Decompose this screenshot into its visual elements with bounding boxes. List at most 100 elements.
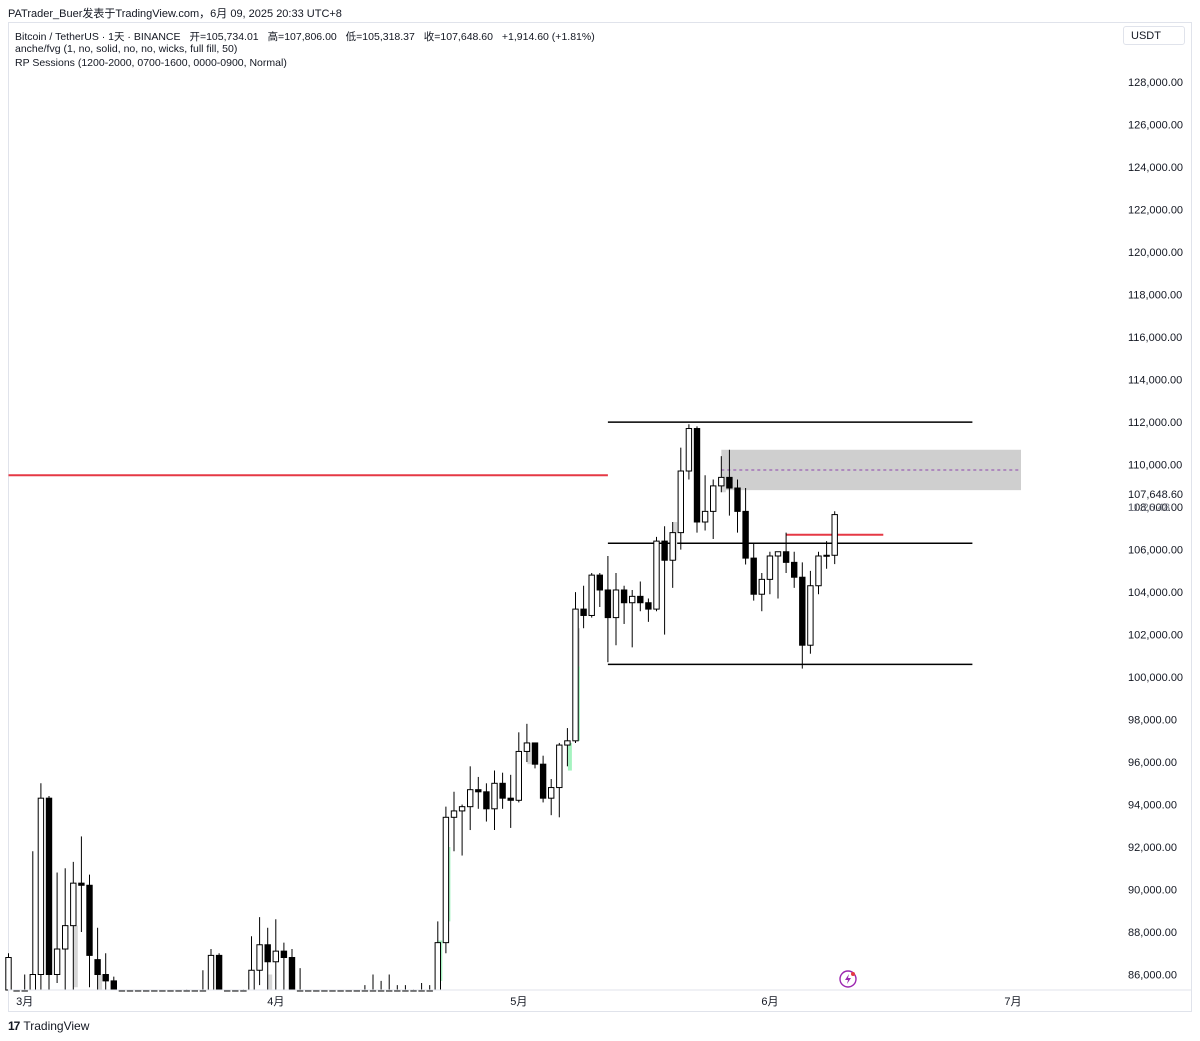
candle[interactable] — [377, 980, 385, 992]
candle[interactable] — [782, 532, 790, 573]
candle[interactable] — [685, 424, 693, 480]
candle[interactable] — [199, 970, 207, 992]
candle[interactable] — [523, 723, 531, 763]
candle[interactable] — [207, 949, 215, 991]
candle[interactable] — [386, 974, 393, 992]
indicator-fvg-legend[interactable]: anche/fvg (1, no, solid, no, no, wicks, … — [15, 43, 238, 55]
lightning-icon[interactable] — [839, 970, 857, 988]
candle[interactable] — [734, 479, 741, 533]
candle[interactable] — [110, 976, 117, 991]
candle[interactable] — [62, 868, 69, 990]
candle[interactable] — [588, 572, 595, 618]
candle[interactable] — [758, 572, 765, 612]
candle[interactable] — [596, 572, 603, 607]
candle[interactable] — [766, 551, 774, 595]
tradingview-footer[interactable]: 17 TradingView — [8, 1019, 89, 1033]
candle[interactable] — [491, 770, 498, 831]
candle[interactable] — [296, 968, 304, 992]
candle[interactable] — [531, 742, 539, 769]
candle-body-down — [288, 957, 296, 991]
candle-body-up — [588, 574, 595, 616]
candle-body-up — [815, 555, 822, 587]
candle[interactable] — [272, 919, 280, 990]
candle[interactable] — [701, 475, 709, 531]
candle[interactable] — [718, 456, 725, 493]
candle[interactable] — [70, 861, 77, 990]
candle[interactable] — [661, 526, 668, 635]
candle[interactable] — [693, 426, 701, 533]
price-tick-label: 114,000.00 — [1128, 375, 1182, 387]
candle[interactable] — [556, 742, 563, 818]
candle[interactable] — [256, 917, 263, 986]
candle[interactable] — [791, 551, 798, 588]
price-tick-label: 92,000.00 — [1128, 842, 1177, 854]
candle[interactable] — [604, 555, 612, 663]
candle[interactable] — [369, 974, 377, 992]
candle[interactable] — [475, 776, 482, 809]
candle[interactable] — [94, 927, 101, 990]
candle[interactable] — [653, 536, 660, 612]
candle[interactable] — [78, 836, 85, 933]
candle[interactable] — [467, 766, 474, 831]
price-tick-label: 86,000.00 — [1128, 970, 1177, 982]
candle[interactable] — [831, 511, 838, 565]
candle[interactable] — [264, 927, 271, 990]
ohlc-close: 收=107,648.60 — [423, 31, 493, 43]
month-tick-label: 4月 — [267, 996, 284, 1008]
candle-body-up — [53, 948, 61, 976]
candle[interactable] — [280, 942, 288, 990]
candle[interactable] — [815, 551, 822, 595]
candle[interactable] — [45, 796, 53, 990]
candle-body-down — [799, 576, 806, 646]
candle[interactable] — [450, 791, 458, 852]
candle[interactable] — [823, 541, 830, 569]
candle[interactable] — [86, 874, 93, 988]
time-axis: 3月 4月 5月 6月 7月 — [8, 989, 1192, 1008]
candle[interactable] — [215, 953, 223, 991]
candle[interactable] — [499, 772, 506, 809]
candle[interactable] — [669, 522, 676, 588]
candle[interactable] — [21, 974, 28, 992]
candle[interactable] — [434, 921, 442, 991]
candle[interactable] — [612, 572, 620, 646]
candle-body-up — [572, 608, 579, 742]
candle[interactable] — [29, 851, 37, 991]
candle[interactable] — [726, 449, 733, 516]
candle[interactable] — [774, 551, 782, 599]
candle[interactable] — [620, 585, 628, 624]
candle[interactable] — [483, 783, 490, 822]
candle[interactable] — [750, 543, 757, 601]
candle[interactable] — [288, 949, 296, 991]
candle[interactable] — [710, 479, 717, 539]
currency-button[interactable]: USDT — [1123, 26, 1185, 45]
candle[interactable] — [515, 732, 522, 803]
candle[interactable] — [572, 592, 579, 743]
candle-body-down — [78, 882, 85, 886]
candle[interactable] — [742, 488, 749, 565]
candle[interactable] — [53, 872, 61, 984]
candle[interactable] — [248, 936, 255, 991]
candle-body-down — [507, 797, 514, 801]
candle[interactable] — [807, 570, 814, 654]
candle[interactable] — [102, 953, 109, 990]
candle[interactable] — [629, 589, 636, 648]
candle[interactable] — [564, 728, 571, 767]
candle[interactable] — [458, 804, 466, 856]
candle[interactable] — [637, 581, 644, 612]
month-tick-label: 3月 — [16, 996, 33, 1008]
candle[interactable] — [37, 783, 45, 990]
candle[interactable] — [539, 755, 547, 803]
candle[interactable] — [5, 953, 12, 991]
candle-body-up — [5, 957, 12, 991]
candle[interactable] — [442, 806, 450, 954]
candle[interactable] — [799, 562, 806, 669]
price-tick-label: 106,000.00 — [1128, 545, 1183, 557]
candle[interactable] — [548, 779, 555, 816]
candle[interactable] — [677, 447, 684, 550]
candle[interactable] — [645, 598, 652, 622]
indicator-sessions-legend[interactable]: RP Sessions (1200-2000, 0700-1600, 0000-… — [15, 57, 287, 69]
candle[interactable] — [507, 774, 514, 828]
candle-body-up — [701, 510, 709, 523]
candle[interactable] — [580, 585, 587, 629]
